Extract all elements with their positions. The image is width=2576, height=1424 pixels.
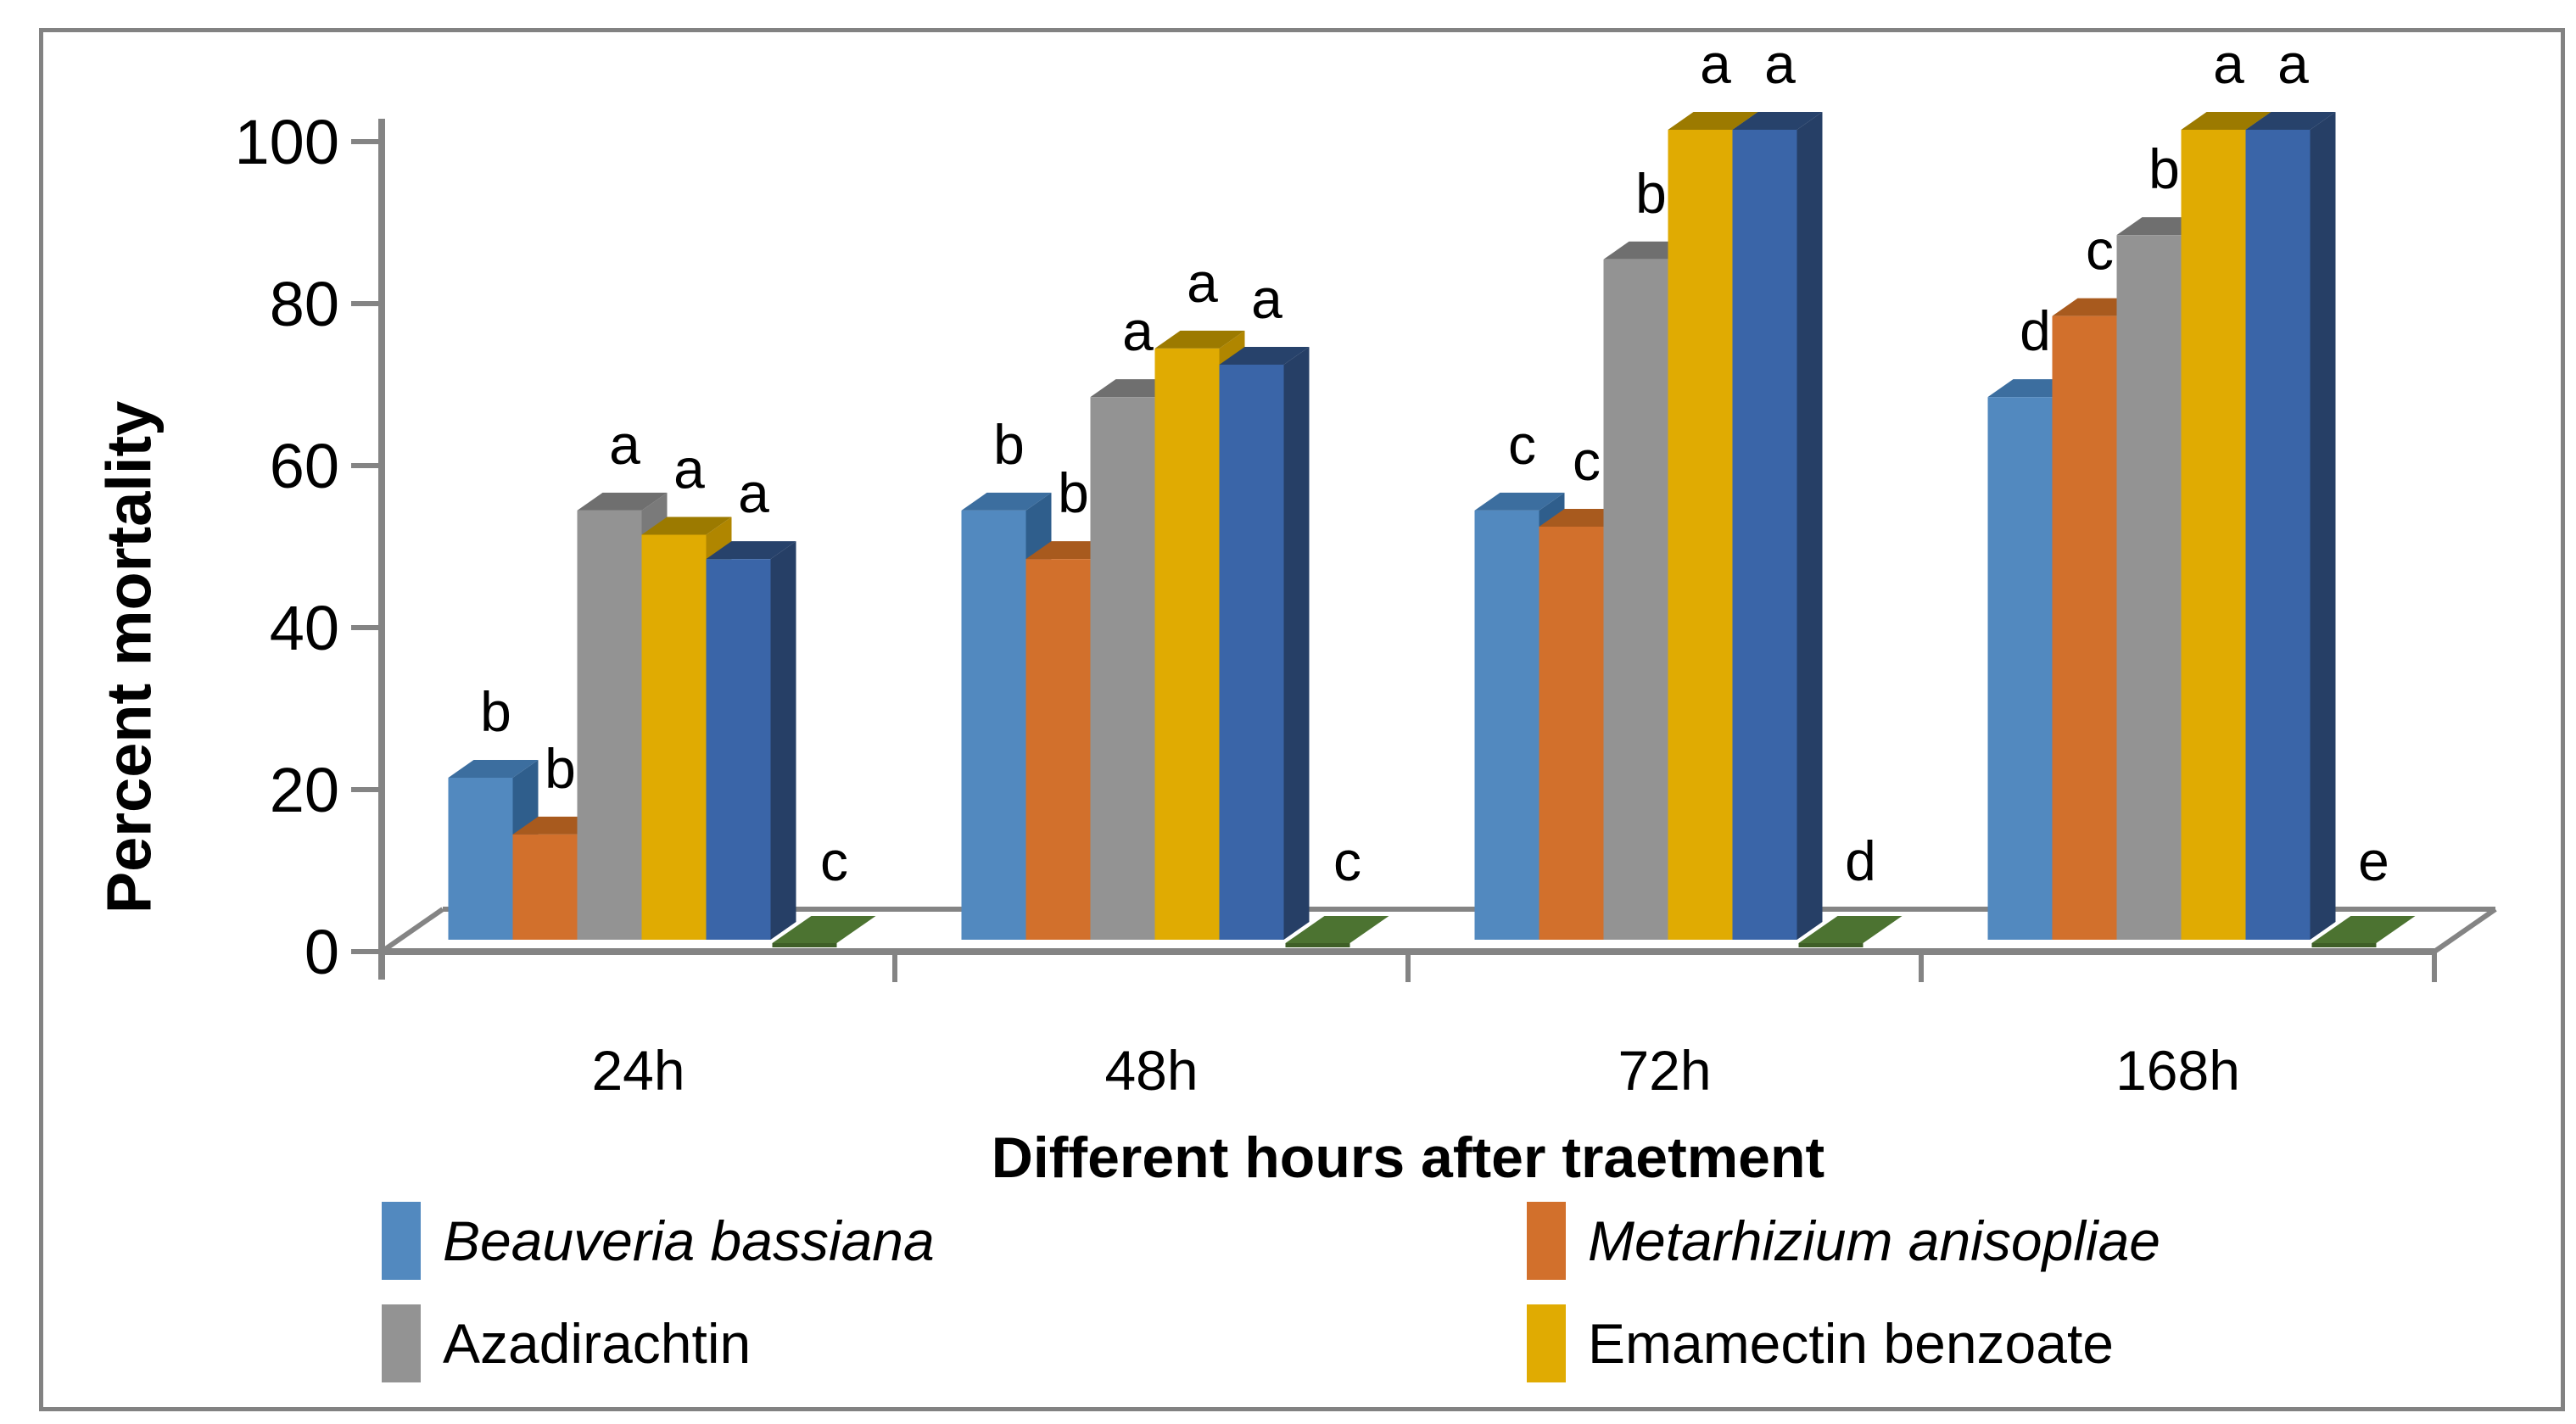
significance-letter: d bbox=[2020, 299, 2051, 362]
bar-flat-front-edge bbox=[1798, 943, 1864, 947]
significance-letter: a bbox=[673, 438, 705, 500]
bar-flat-series-5 bbox=[1798, 916, 1903, 943]
significance-letter: b bbox=[2149, 137, 2180, 200]
bar-front-series-4 bbox=[1732, 130, 1797, 940]
y-tick-label: 0 bbox=[305, 917, 339, 987]
bar-flat-front-edge bbox=[1285, 943, 1350, 947]
bar-top-series-3 bbox=[1154, 330, 1245, 349]
significance-letter: d bbox=[1845, 829, 1876, 892]
legend-item: Emamectin benzoate bbox=[1527, 1304, 2460, 1382]
y-tick-label: 20 bbox=[270, 755, 339, 825]
bar-front-series-4 bbox=[1219, 364, 1284, 940]
category-label: 48h bbox=[1104, 1039, 1198, 1102]
bar-front-series-0 bbox=[448, 778, 513, 940]
bar-front-series-2 bbox=[577, 510, 642, 940]
legend: Beauveria bassiana Metarhizium anisopliae… bbox=[382, 1202, 2460, 1382]
bar-front-series-2 bbox=[1090, 397, 1155, 940]
category-label: 72h bbox=[1618, 1039, 1711, 1102]
bar-top-series-3 bbox=[641, 517, 732, 535]
significance-letter: c bbox=[1508, 413, 1536, 476]
legend-label: Emamectin benzoate bbox=[1588, 1312, 2115, 1375]
floor-left-edge bbox=[380, 907, 444, 954]
bar-front-series-3 bbox=[2181, 130, 2246, 940]
bar-top-series-3 bbox=[2181, 112, 2271, 130]
significance-letter: a bbox=[1187, 251, 1218, 314]
bar-side-series-4 bbox=[770, 541, 796, 940]
significance-letter: a bbox=[1251, 267, 1282, 330]
legend-label: Azadirachtin bbox=[443, 1312, 752, 1375]
legend-label: Metarhizium anisopliae bbox=[1588, 1209, 2160, 1272]
floor-right-edge bbox=[2433, 907, 2497, 954]
bar-top-series-3 bbox=[1668, 112, 1758, 130]
significance-letter: a bbox=[738, 461, 769, 524]
bar-flat-front-edge bbox=[2311, 943, 2377, 947]
bar-flat-front-edge bbox=[772, 943, 837, 947]
bar-front-series-0 bbox=[1987, 397, 2053, 940]
significance-letter: a bbox=[1700, 32, 1731, 95]
bar-top-series-0 bbox=[1474, 492, 1565, 511]
bar-side-series-4 bbox=[1796, 112, 1823, 940]
bar-top-series-4 bbox=[1219, 346, 1310, 365]
legend-item: Azadirachtin bbox=[382, 1304, 1527, 1382]
bar-front-series-2 bbox=[1603, 259, 1668, 940]
significance-letter: a bbox=[1122, 299, 1154, 362]
legend-swatch-icon bbox=[1527, 1202, 1566, 1280]
bar-front-series-2 bbox=[2116, 235, 2182, 940]
significance-letter: c bbox=[820, 829, 848, 892]
bar-front-series-4 bbox=[2245, 130, 2311, 940]
bar-top-series-4 bbox=[2245, 112, 2336, 130]
bar-front-series-1 bbox=[1539, 526, 1604, 940]
bar-top-series-4 bbox=[706, 541, 796, 560]
significance-letter: a bbox=[2277, 32, 2309, 95]
bar-side-series-4 bbox=[2310, 112, 2336, 940]
significance-letter: c bbox=[2086, 219, 2114, 282]
significance-letter: c bbox=[1333, 829, 1361, 892]
significance-letter: b bbox=[1635, 162, 1667, 225]
significance-letter: b bbox=[545, 737, 576, 800]
significance-letter: b bbox=[1058, 461, 1089, 524]
legend-label: Beauveria bassiana bbox=[443, 1209, 935, 1272]
bar-front-series-1 bbox=[512, 834, 578, 940]
bar-top-series-4 bbox=[1732, 112, 1823, 130]
bar-front-series-3 bbox=[641, 534, 707, 940]
significance-letter: b bbox=[480, 680, 511, 743]
bar-front-series-0 bbox=[961, 510, 1026, 940]
significance-letter: a bbox=[2213, 32, 2244, 95]
bar-flat-series-5 bbox=[772, 916, 876, 943]
bar-top-series-2 bbox=[577, 492, 668, 511]
category-label: 168h bbox=[2115, 1039, 2240, 1102]
legend-item: Metarhizium anisopliae bbox=[1527, 1202, 2460, 1280]
bar-top-series-0 bbox=[448, 760, 539, 778]
bar-front-series-1 bbox=[1025, 559, 1091, 940]
significance-letter: a bbox=[609, 413, 640, 476]
bar-flat-series-5 bbox=[2311, 916, 2416, 943]
bar-front-series-0 bbox=[1474, 510, 1539, 940]
bar-front-series-3 bbox=[1154, 348, 1220, 941]
y-tick-label: 80 bbox=[270, 269, 339, 339]
bar-side-series-4 bbox=[1283, 346, 1310, 940]
legend-swatch-icon bbox=[382, 1304, 421, 1382]
y-tick-label: 40 bbox=[270, 593, 339, 663]
category-label: 24h bbox=[591, 1039, 685, 1102]
significance-letter: c bbox=[1573, 429, 1601, 492]
y-tick-label: 100 bbox=[235, 107, 339, 177]
y-axis-title: Percent mortality bbox=[93, 400, 165, 914]
legend-swatch-icon bbox=[1527, 1304, 1566, 1382]
legend-swatch-icon bbox=[382, 1202, 421, 1280]
bar-front-series-4 bbox=[706, 559, 771, 940]
legend-item: Beauveria bassiana bbox=[382, 1202, 1527, 1280]
y-tick-label: 60 bbox=[270, 431, 339, 501]
significance-letter: a bbox=[1764, 32, 1796, 95]
bar-front-series-1 bbox=[2052, 316, 2117, 940]
bar-front-series-3 bbox=[1668, 130, 1733, 940]
significance-letter: e bbox=[2358, 829, 2389, 892]
bar-top-series-0 bbox=[961, 492, 1052, 511]
bar-flat-series-5 bbox=[1285, 916, 1389, 943]
x-axis-title: Different hours after traetment bbox=[991, 1125, 1825, 1190]
significance-letter: b bbox=[993, 413, 1025, 476]
